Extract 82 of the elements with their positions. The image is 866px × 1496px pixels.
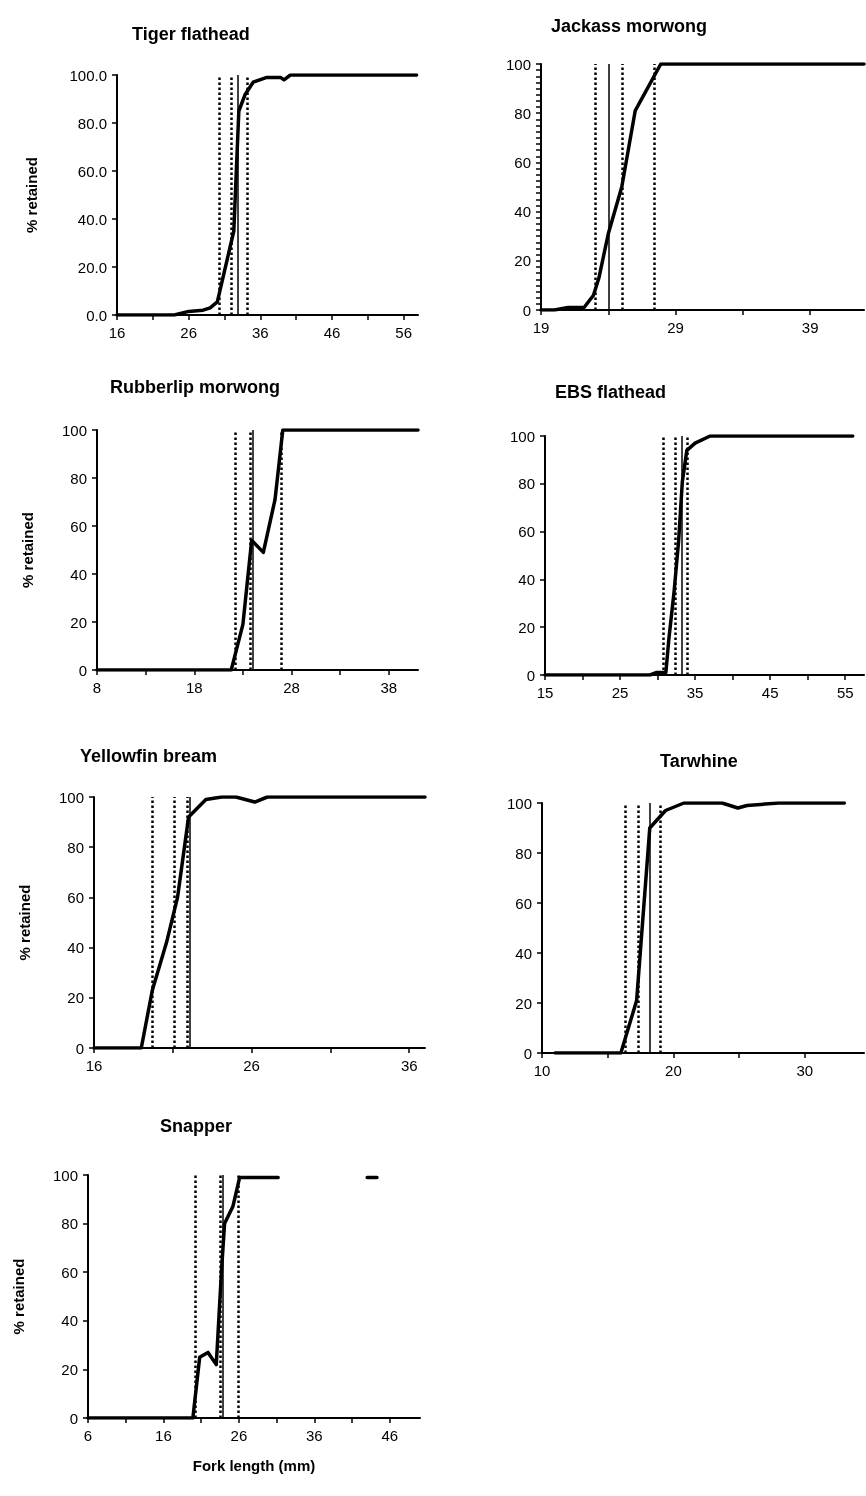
y-tick-label: 100	[506, 794, 532, 812]
y-tick-label: 20	[67, 989, 84, 1007]
x-tick-label: 20	[665, 1062, 682, 1079]
y-tick-label: 20	[515, 994, 532, 1012]
y-tick-label: 0	[526, 666, 535, 684]
x-tick-label: 26	[230, 1427, 248, 1444]
y-axis-title: % retained	[10, 1258, 27, 1335]
x-tick-label: 16	[108, 324, 126, 341]
y-tick-label: 60	[518, 523, 535, 541]
y-tick-label: 40	[61, 1312, 78, 1330]
y-axis-title: % retained	[23, 157, 40, 233]
y-tick-label: 20	[61, 1360, 78, 1378]
x-tick-label: 29	[667, 319, 684, 336]
x-tick-label: 39	[801, 319, 819, 336]
x-tick-label: 46	[381, 1427, 399, 1444]
y-tick-label: 40	[515, 944, 532, 962]
x-tick-label: 30	[796, 1062, 814, 1079]
y-tick-label: 60	[70, 517, 87, 535]
y-tick-label: 40	[518, 570, 535, 588]
y-tick-label: 80	[518, 475, 535, 493]
x-tick-label: 56	[395, 324, 413, 341]
chart-title: Yellowfin bream	[80, 746, 218, 766]
x-tick-label: 46	[323, 324, 341, 341]
y-tick-label: 100	[509, 427, 535, 445]
y-tick-label: 60	[61, 1263, 78, 1281]
y-tick-label: 40	[70, 565, 87, 583]
x-tick-label: 36	[400, 1057, 418, 1074]
x-tick-label: 19	[532, 319, 550, 336]
y-tick-label: 40	[67, 939, 84, 957]
x-tick-label: 10	[533, 1062, 551, 1079]
y-tick-label: 0	[69, 1409, 78, 1427]
y-tick-label: 60	[515, 894, 532, 912]
y-tick-label: 100	[58, 788, 84, 806]
chart-title: Tiger flathead	[132, 24, 250, 44]
y-tick-label: 20	[514, 252, 531, 270]
x-tick-label: 26	[243, 1057, 260, 1074]
x-tick-label: 45	[761, 684, 779, 701]
y-tick-label: 100	[505, 55, 531, 73]
y-tick-label: 0.0	[86, 306, 107, 324]
chart-title: Jackass morwong	[551, 16, 708, 36]
x-tick-label: 16	[155, 1427, 172, 1444]
x-tick-label: 38	[380, 679, 398, 696]
x-tick-label: 25	[611, 684, 629, 701]
x-tick-label: 15	[536, 684, 554, 701]
x-tick-label: 28	[283, 679, 300, 696]
y-tick-label: 80	[61, 1215, 78, 1233]
y-tick-label: 80	[515, 844, 532, 862]
y-tick-label: 40	[514, 203, 531, 221]
y-axis-title: % retained	[16, 884, 33, 961]
chart-title: EBS flathead	[555, 382, 667, 402]
chart-title: Tarwhine	[660, 751, 738, 771]
x-tick-label: 35	[686, 684, 704, 701]
y-tick-label: 100.0	[69, 66, 107, 84]
y-tick-label: 0	[522, 301, 531, 319]
y-tick-label: 80	[70, 469, 87, 487]
x-tick-label: 18	[185, 679, 203, 696]
y-tick-label: 20	[518, 618, 535, 636]
x-tick-label: 55	[836, 684, 854, 701]
y-tick-label: 60.0	[77, 162, 107, 180]
y-tick-label: 80	[514, 104, 531, 122]
x-tick-label: 36	[306, 1427, 323, 1444]
x-tick-label: 6	[83, 1427, 93, 1444]
y-tick-label: 60	[67, 888, 84, 906]
y-tick-label: 100	[52, 1166, 78, 1184]
y-tick-label: 0	[523, 1044, 532, 1062]
y-tick-label: 0	[78, 661, 87, 679]
x-tick-label: 36	[251, 324, 269, 341]
x-tick-label: 26	[180, 324, 198, 341]
x-tick-label: 8	[92, 679, 102, 696]
x-tick-label: 16	[85, 1057, 103, 1074]
y-tick-label: 80	[67, 838, 84, 856]
x-axis-title: Fork length (mm)	[192, 1457, 316, 1474]
y-tick-label: 0	[75, 1039, 84, 1057]
y-tick-label: 80.0	[77, 114, 107, 132]
chart-title: Snapper	[160, 1116, 233, 1136]
chart-title: Rubberlip morwong	[110, 377, 280, 397]
y-tick-label: 40.0	[77, 210, 107, 228]
y-tick-label: 20.0	[77, 258, 107, 276]
y-axis-title: % retained	[19, 512, 36, 588]
y-tick-label: 100	[61, 421, 87, 439]
y-tick-label: 60	[514, 153, 531, 171]
y-tick-label: 20	[70, 613, 87, 631]
